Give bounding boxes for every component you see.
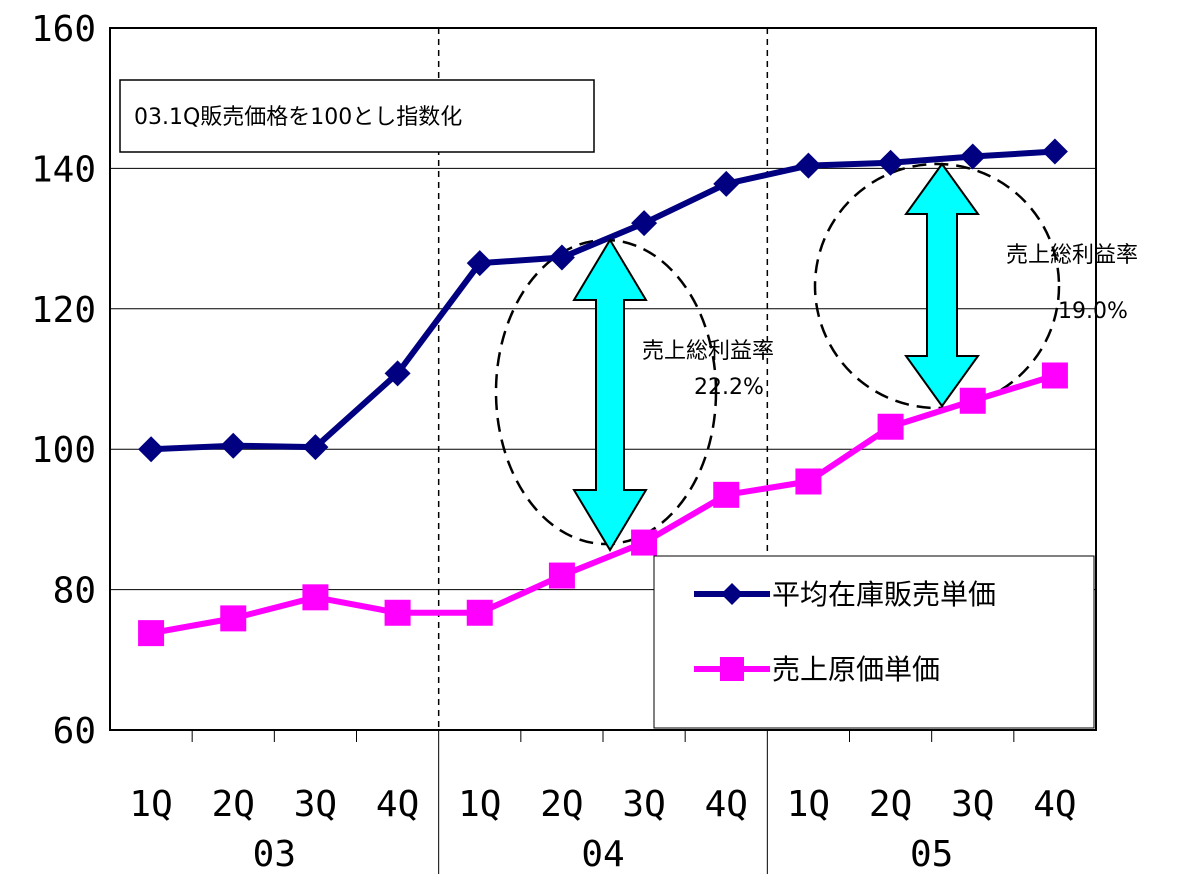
margin-label-2: 売上総利益率: [1006, 243, 1138, 268]
data-point-square: [1041, 362, 1068, 389]
x-tick-label: 1Q: [129, 784, 172, 825]
legend-square-marker: [720, 657, 744, 681]
data-point-diamond: [302, 434, 329, 461]
data-point-diamond: [548, 244, 575, 271]
data-point-square: [959, 387, 986, 414]
x-tick-label: 3Q: [951, 784, 994, 825]
legend-item-cost-price: 売上原価単価: [694, 653, 940, 686]
margin-arrow-1: [572, 238, 648, 552]
y-tick-label: 120: [31, 290, 96, 331]
legend-item-sales-price: 平均在庫販売単価: [694, 578, 996, 611]
legend-label-cost-price: 売上原価単価: [772, 653, 940, 686]
series-layer: [138, 138, 1068, 647]
data-point-diamond: [795, 152, 822, 179]
x-year-label: 05: [910, 834, 953, 874]
data-point-diamond: [959, 143, 986, 170]
x-tick-label: 2Q: [212, 784, 255, 825]
x-axis: 1Q 2Q 3Q 4Q 1Q 2Q 3Q 4Q 1Q 2Q 3Q 4Q 03 04 05: [129, 730, 1077, 874]
x-tick-label: 4Q: [376, 784, 419, 825]
x-tick-label: 3Q: [294, 784, 337, 825]
x-tick-label: 3Q: [622, 784, 665, 825]
data-point-diamond: [877, 149, 904, 176]
data-point-square: [384, 599, 411, 626]
x-tick-label: 1Q: [458, 784, 501, 825]
data-point-diamond: [713, 170, 740, 197]
data-point-square: [302, 584, 329, 611]
x-tick-label: 2Q: [869, 784, 912, 825]
series-1: [138, 138, 1068, 463]
data-point-square: [877, 413, 904, 440]
x-tick-label: 2Q: [540, 784, 583, 825]
note-box: 03.1Q販売価格を100とし指数化: [119, 79, 595, 153]
data-point-square: [795, 468, 822, 495]
data-point-diamond: [138, 436, 165, 463]
margin-label-1: 売上総利益率: [642, 339, 774, 364]
data-point-square: [548, 562, 575, 589]
y-tick-label: 160: [31, 9, 96, 50]
series-2: [138, 362, 1068, 647]
margin-ellipse-2: [813, 162, 1061, 410]
x-tick-label: 4Q: [705, 784, 748, 825]
x-tick-label: 4Q: [1033, 784, 1076, 825]
data-point-square: [713, 481, 740, 508]
data-point-square: [466, 599, 493, 626]
x-year-label: 03: [253, 834, 296, 874]
y-tick-label: 60: [53, 711, 96, 752]
y-tick-label: 100: [31, 430, 96, 471]
data-point-diamond: [220, 432, 247, 459]
data-point-diamond: [631, 210, 658, 237]
legend-diamond-marker: [721, 583, 743, 605]
margin-arrow-2: [904, 162, 980, 408]
x-tick-label: 1Q: [787, 784, 830, 825]
margin-value-1: 22.2%: [694, 375, 764, 400]
legend-label-sales-price: 平均在庫販売単価: [772, 578, 996, 611]
data-point-square: [631, 529, 658, 556]
series-line: [150, 148, 1056, 453]
data-point-diamond: [466, 250, 493, 277]
y-tick-label: 80: [53, 571, 96, 612]
data-point-square: [220, 605, 247, 632]
data-point-diamond: [384, 360, 411, 387]
data-point-square: [138, 620, 165, 647]
y-axis: 60 80 100 120 140 160: [31, 9, 96, 752]
data-point-diamond: [1041, 138, 1068, 165]
x-year-label: 04: [581, 834, 624, 874]
legend: 平均在庫販売単価 売上原価単価: [653, 555, 1095, 729]
y-tick-label: 140: [31, 149, 96, 190]
note-text: 03.1Q販売価格を100とし指数化: [134, 105, 462, 130]
margin-value-2: 19.0%: [1058, 299, 1128, 324]
series-line: [150, 372, 1056, 637]
